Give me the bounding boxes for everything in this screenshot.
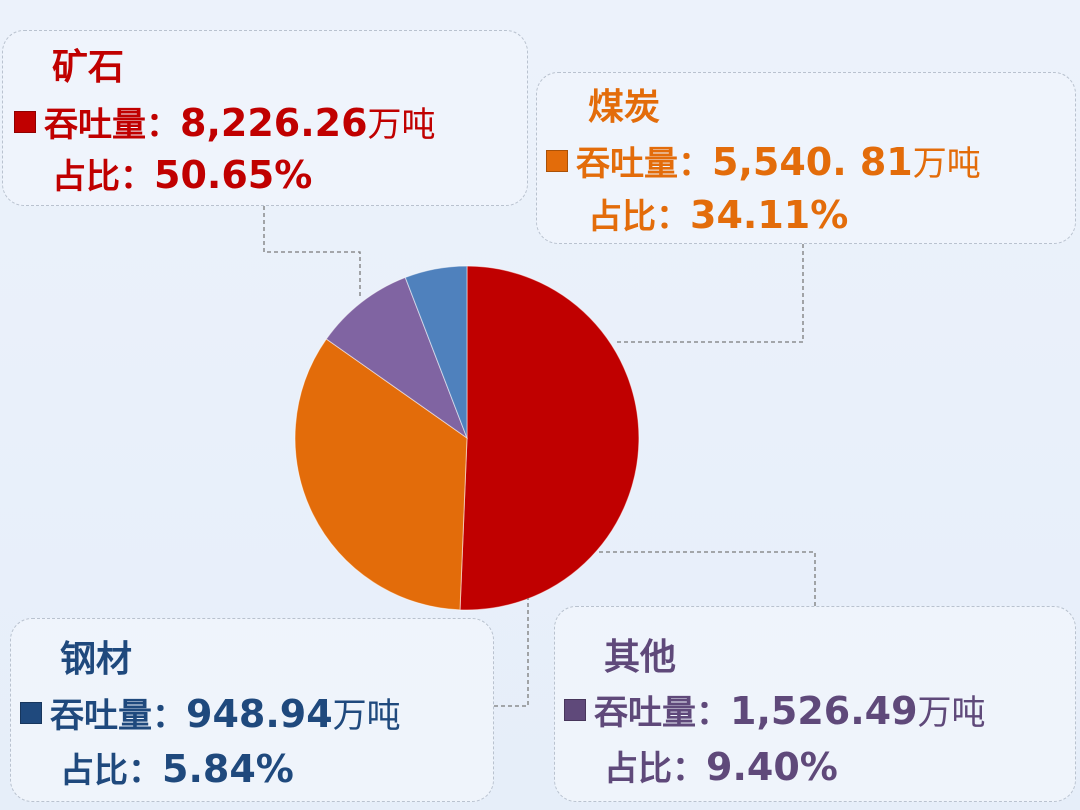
ore-label-box (2, 30, 528, 206)
other-legend-swatch (564, 699, 586, 721)
ore-share-label: 占比： (52, 157, 154, 197)
leader-line-steel (494, 598, 529, 707)
ore-legend-swatch (14, 111, 36, 133)
coal-throughput-label: 吞吐量： (576, 144, 712, 184)
coal-share-value: 34.11% (690, 193, 849, 237)
steel-throughput-row: 吞吐量：948.94万吨 (20, 695, 401, 733)
other-share-value: 9.40% (706, 745, 838, 789)
coal-share-row: 占比：34.11% (588, 196, 848, 234)
steel-throughput-unit: 万吨 (332, 696, 401, 736)
steel-share-label: 占比： (60, 751, 162, 791)
other-label-box (554, 606, 1076, 802)
other-category-label: 其他 (604, 637, 677, 678)
ore-throughput-row: 吞吐量：8,226.26万吨 (14, 104, 436, 142)
coal-category-label: 煤炭 (588, 87, 661, 128)
steel-share-value: 5.84% (162, 747, 294, 791)
other-throughput-value: 1,526.49 (730, 689, 918, 733)
pie-slice-steel (404, 265, 468, 439)
ore-throughput-value: 8,226.26 (180, 101, 368, 145)
steel-category-label: 钢材 (60, 639, 133, 680)
steel-share-row: 占比：5.84% (60, 750, 294, 788)
ore-throughput-label: 吞吐量： (44, 105, 180, 145)
steel-label-box (10, 618, 494, 802)
other-share-row: 占比：9.40% (604, 748, 838, 786)
pie-slice-coal (294, 338, 468, 611)
steel-legend-swatch (20, 702, 42, 724)
other-throughput-label: 吞吐量： (594, 693, 730, 733)
other-throughput-row: 吞吐量：1,526.49万吨 (564, 692, 986, 730)
coal-label-box (536, 72, 1076, 244)
ore-throughput-unit: 万吨 (367, 105, 436, 145)
steel-throughput-label: 吞吐量： (50, 696, 186, 736)
leader-line-ore (263, 206, 361, 298)
ore-share-row: 占比：50.65% (52, 156, 312, 194)
leader-line-coal (615, 244, 804, 343)
other-share-label: 占比： (604, 749, 706, 789)
pie-slice-other (325, 276, 469, 440)
coal-throughput-unit: 万吨 (912, 144, 981, 184)
steel-throughput-value: 948.94 (186, 692, 333, 736)
coal-legend-swatch (546, 150, 568, 172)
ore-category-label: 矿石 (52, 47, 125, 88)
coal-throughput-value: 5,540. 81 (712, 140, 913, 184)
coal-share-label: 占比： (588, 197, 690, 237)
pie-slice-ore (459, 265, 640, 611)
ore-share-value: 50.65% (154, 153, 313, 197)
other-throughput-unit: 万吨 (917, 693, 986, 733)
leader-line-other (597, 551, 816, 606)
coal-throughput-row: 吞吐量：5,540. 81万吨 (546, 143, 981, 181)
